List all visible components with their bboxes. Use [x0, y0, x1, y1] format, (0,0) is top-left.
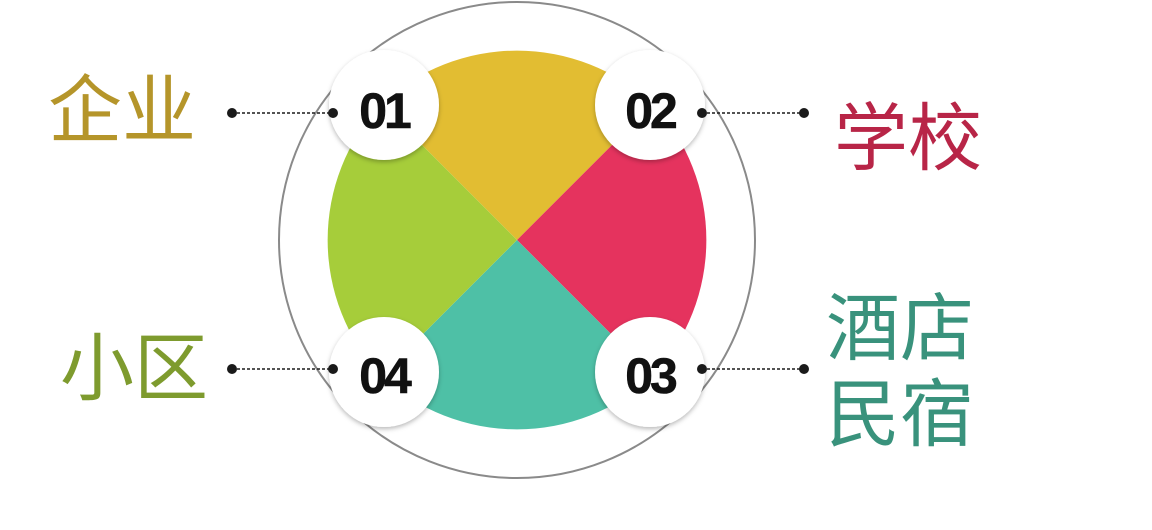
connector-04: [227, 364, 338, 374]
label-hotel-homestay: 酒店 民宿: [826, 286, 974, 458]
segment-group: [327, 50, 707, 430]
label-school: 学校: [834, 96, 982, 182]
badge-number-04: 04: [359, 348, 412, 404]
connector-02: [697, 108, 809, 118]
label-community: 小区: [60, 326, 208, 412]
connector-01: [227, 108, 338, 118]
connector-03: [697, 364, 809, 374]
label-hotel-line-1: 酒店: [826, 286, 974, 372]
segment-03: [381, 240, 653, 430]
segment-01: [381, 50, 653, 240]
label-hotel-line-2: 民宿: [826, 372, 974, 458]
badge-04: [329, 317, 439, 427]
label-enterprise: 企业: [48, 68, 196, 154]
segment-02: [517, 104, 707, 376]
badge-number-01: 01: [359, 83, 411, 139]
segment-04: [327, 104, 517, 376]
badge-03: [595, 317, 705, 427]
badge-02: [595, 50, 705, 160]
badge-number-03: 03: [625, 348, 676, 404]
badge-number-02: 02: [625, 83, 676, 139]
badge-01: [329, 50, 439, 160]
